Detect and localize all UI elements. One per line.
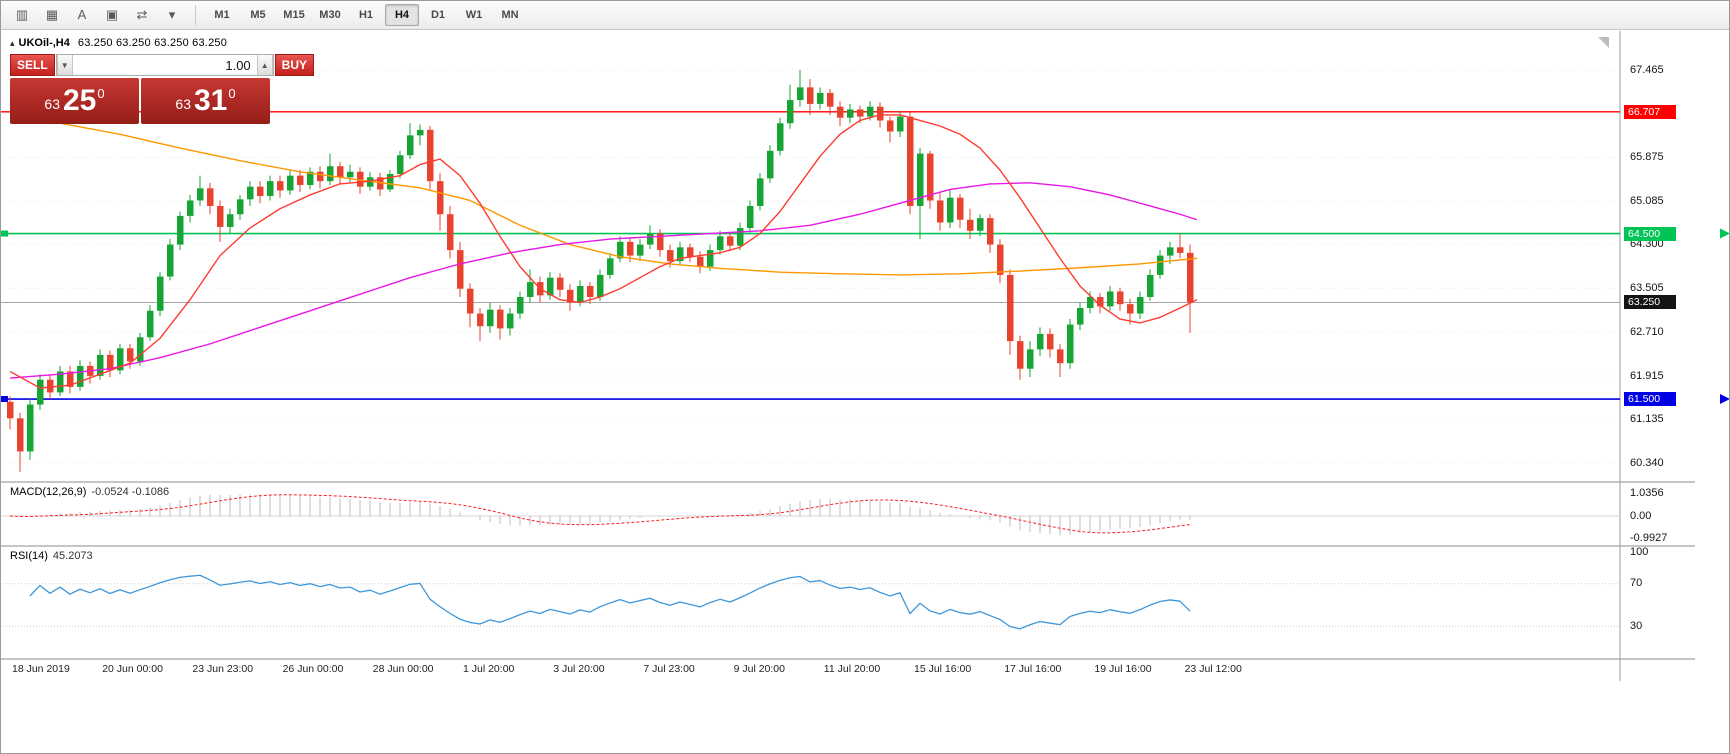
rsi-panel bbox=[0, 574, 1620, 630]
toolbar: ▥ ▦ A ▣ ⇄ ▾ M1 M5 M15 M30 H1 H4 D1 W1 MN bbox=[0, 0, 1730, 30]
crosshair-tool-icon[interactable]: ⇄ bbox=[136, 6, 148, 22]
volume-input[interactable] bbox=[72, 55, 257, 75]
time-axis-label: 3 Jul 20:00 bbox=[553, 663, 605, 675]
volume-decrease-button[interactable]: ▼ bbox=[56, 55, 73, 75]
timeframe-button-group: M1 M5 M15 M30 H1 H4 D1 W1 MN bbox=[205, 3, 527, 26]
time-axis-label: 23 Jun 23:00 bbox=[192, 663, 254, 675]
sell-button[interactable]: SELL bbox=[10, 54, 55, 76]
ma-mid-magenta bbox=[9, 182, 1198, 379]
timeframe-button-m5[interactable]: M5 bbox=[250, 8, 266, 21]
time-axis-label: 28 Jun 00:00 bbox=[372, 663, 434, 675]
trade-quote-row: 63 25 0 63 31 0 bbox=[10, 78, 270, 124]
rsi-value: 45.2073 bbox=[52, 550, 93, 562]
collapse-panel-icon[interactable]: ▴ bbox=[10, 38, 15, 48]
support-line-price-badge: 64.500 bbox=[1624, 226, 1676, 241]
resistance-line-price-badge: 66.707 bbox=[1624, 104, 1676, 119]
rsi-scale-label: 100 bbox=[1630, 545, 1649, 558]
volume-control: ▼ ▲ bbox=[55, 54, 274, 76]
autoscroll-marker-icon[interactable] bbox=[1598, 37, 1609, 48]
macd-scale-label: -0.9927 bbox=[1630, 531, 1668, 544]
price-tick-label: 64.300 bbox=[1630, 238, 1664, 251]
time-axis-label: 9 Jul 20:00 bbox=[733, 663, 785, 675]
price-tick-label: 65.085 bbox=[1630, 194, 1664, 207]
rsi-label: RSI(14) 45.2073 bbox=[10, 550, 93, 562]
template-icon[interactable]: ▣ bbox=[105, 6, 119, 22]
rsi-scale-label: 70 bbox=[1630, 577, 1643, 590]
symbol-period-label: UKOil-,H4 bbox=[18, 37, 70, 49]
macd-values: -0.0524 -0.1086 bbox=[91, 486, 170, 498]
panel-separators bbox=[0, 31, 1695, 681]
time-axis-label: 20 Jun 00:00 bbox=[102, 663, 163, 675]
price-tick-label: 67.465 bbox=[1630, 63, 1664, 76]
macd-label: MACD(12,26,9) -0.0524 -0.1086 bbox=[10, 486, 169, 498]
ma-slow-orange bbox=[9, 117, 1198, 276]
rsi-scale-label: 30 bbox=[1630, 619, 1643, 632]
buy-price-pips: 31 bbox=[193, 84, 228, 117]
buy-price-units: 63 bbox=[175, 96, 191, 112]
price-tick-label: 62.710 bbox=[1630, 325, 1664, 338]
buy-price-display[interactable]: 63 31 0 bbox=[141, 78, 270, 124]
rsi-name: RSI(14) bbox=[10, 550, 48, 562]
macd-name: MACD(12,26,9) bbox=[10, 486, 87, 498]
timeframe-button-d1[interactable]: D1 bbox=[430, 8, 446, 21]
text-tool-icon[interactable]: A bbox=[77, 7, 87, 22]
horizontal-lines bbox=[0, 111, 1730, 405]
timeframe-button-mn[interactable]: MN bbox=[501, 8, 519, 21]
macd-scale-label: 0.00 bbox=[1630, 509, 1652, 522]
dropdown-caret-icon[interactable]: ▾ bbox=[168, 6, 176, 22]
grid bbox=[0, 69, 1620, 464]
time-axis-label: 1 Jul 20:00 bbox=[463, 663, 515, 675]
timeframe-button-m1[interactable]: M1 bbox=[214, 8, 230, 21]
lower-line-price-badge: 61.500 bbox=[1624, 392, 1676, 407]
time-axis-label: 19 Jul 16:00 bbox=[1094, 663, 1152, 675]
ohlc-values: 63.250 63.250 63.250 63.250 bbox=[77, 37, 228, 49]
ma-fast-red bbox=[9, 114, 1198, 389]
current-price-badge: 63.250 bbox=[1624, 295, 1676, 310]
time-axis-label: 26 Jun 00:00 bbox=[282, 663, 344, 675]
buy-price-fraction: 0 bbox=[228, 86, 236, 101]
time-axis-label: 23 Jul 12:00 bbox=[1184, 663, 1242, 675]
toolbar-separator bbox=[195, 4, 196, 25]
timeframe-button-h1[interactable]: H1 bbox=[358, 8, 374, 21]
time-axis-label: 15 Jul 16:00 bbox=[914, 663, 972, 675]
time-axis-label: 18 Jun 2019 bbox=[12, 663, 70, 675]
price-tick-label: 61.135 bbox=[1630, 412, 1664, 425]
timeframe-button-w1[interactable]: W1 bbox=[465, 8, 483, 21]
buy-button[interactable]: BUY bbox=[274, 54, 315, 76]
trade-controls-row: SELL ▼ ▲ BUY bbox=[10, 54, 315, 76]
time-axis-label: 11 Jul 20:00 bbox=[823, 663, 881, 675]
volume-increase-button[interactable]: ▲ bbox=[256, 55, 273, 75]
price-tick-label: 61.915 bbox=[1630, 369, 1664, 382]
sell-price-pips: 25 bbox=[62, 84, 97, 117]
macd-panel bbox=[0, 494, 1620, 536]
moving-averages bbox=[9, 114, 1198, 389]
sell-price-units: 63 bbox=[44, 96, 60, 112]
candlestick-series bbox=[7, 70, 1194, 472]
timeframe-button-m30[interactable]: M30 bbox=[319, 8, 341, 21]
price-tick-label: 65.875 bbox=[1630, 151, 1664, 164]
price-tick-label: 60.340 bbox=[1630, 456, 1664, 469]
sell-price-fraction: 0 bbox=[97, 86, 105, 101]
price-tick-label: 63.505 bbox=[1630, 281, 1664, 294]
timeframe-button-h4[interactable]: H4 bbox=[385, 3, 419, 26]
grid-icon[interactable]: ▦ bbox=[45, 6, 59, 22]
time-axis-label: 17 Jul 16:00 bbox=[1004, 663, 1062, 675]
one-click-trading-panel: SELL ▼ ▲ BUY 63 25 0 63 31 0 bbox=[10, 54, 315, 124]
sell-price-display[interactable]: 63 25 0 bbox=[10, 78, 139, 124]
time-axis-label: 7 Jul 23:00 bbox=[643, 663, 695, 675]
chart-type-icon[interactable]: ▥ bbox=[15, 6, 29, 22]
toolbar-icon-group: ▥ ▦ A ▣ ⇄ ▾ bbox=[8, 3, 186, 27]
timeframe-button-m15[interactable]: M15 bbox=[283, 8, 305, 21]
chart-ohlc-header: ▴ UKOil-,H4 63.250 63.250 63.250 63.250 bbox=[10, 37, 227, 49]
macd-scale-label: 1.0356 bbox=[1630, 486, 1664, 499]
